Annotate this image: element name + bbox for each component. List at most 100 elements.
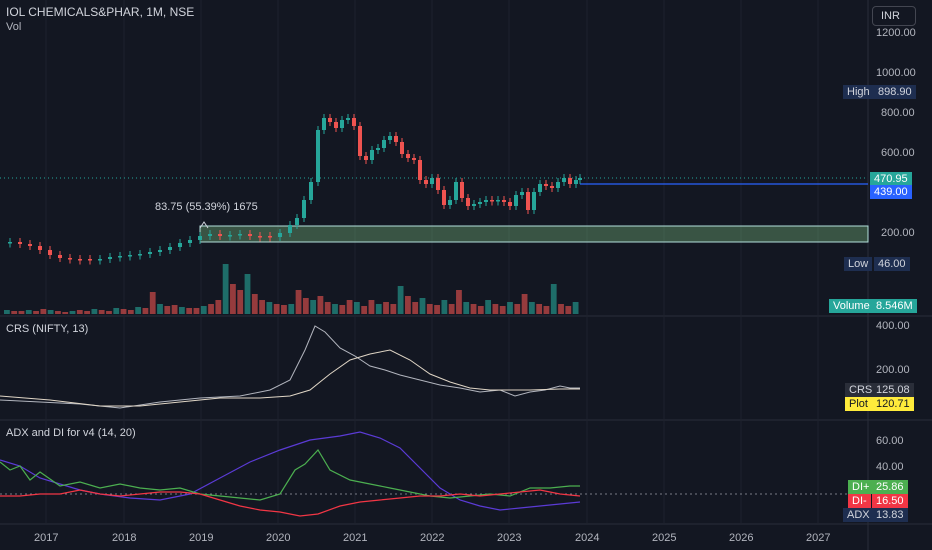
volume-bar (412, 302, 419, 314)
volume-bar (302, 298, 309, 314)
candle-body (334, 122, 338, 128)
crs-tick: 200.00 (876, 364, 910, 376)
line-price-badge: 439.00 (870, 185, 912, 199)
adx-pane-title[interactable]: ADX and DI for v4 (14, 20) (6, 427, 136, 439)
volume-legend[interactable]: Vol (6, 21, 22, 33)
time-tick: 2018 (112, 532, 137, 544)
candle-body (574, 180, 578, 184)
volume-bar (419, 298, 426, 314)
volume-bar (208, 304, 214, 314)
volume-bar (572, 302, 579, 314)
volume-bar (164, 306, 171, 314)
candle-body (496, 200, 500, 202)
plot-value: 120.71 (872, 397, 914, 411)
volume-bar (40, 309, 47, 314)
low-value: 46.00 (874, 257, 910, 271)
volume-bar (456, 290, 462, 314)
volume-bar (492, 304, 499, 314)
candle-body (562, 178, 566, 182)
volume-bar (383, 302, 389, 314)
annotation-arrow (199, 221, 209, 229)
volume-bar (33, 311, 39, 314)
time-tick: 2021 (343, 532, 368, 544)
volume-bar (463, 302, 470, 314)
crs-pane-title[interactable]: CRS (NIFTY, 13) (6, 323, 89, 335)
volume-bar (558, 304, 564, 314)
candle-body (295, 218, 299, 225)
current-price-badge: 470.95 (870, 172, 912, 186)
volume-bar (186, 308, 193, 314)
time-tick: 2024 (575, 532, 600, 544)
candle-body (358, 126, 362, 156)
candle-body (394, 136, 398, 142)
di-plus-value: 25.86 (872, 480, 908, 494)
candle-body (460, 182, 464, 198)
symbol-title[interactable]: IOL CHEMICALS&PHAR, 1M, NSE (6, 5, 195, 19)
volume-bar (346, 300, 353, 314)
candle-body (538, 184, 542, 192)
volume-bar (288, 304, 295, 314)
candle-body (352, 118, 356, 126)
volume-bar (390, 304, 397, 314)
candle-body (442, 190, 446, 205)
volume-bar (142, 308, 149, 314)
time-tick: 2027 (806, 532, 831, 544)
candle-body (98, 259, 102, 261)
high-label: High (843, 85, 874, 99)
volume-bar (434, 305, 440, 314)
candle-body (228, 235, 232, 237)
candle-body (188, 240, 192, 243)
candle-body (138, 254, 142, 256)
currency-selector[interactable]: INR (872, 6, 916, 26)
candle-body (424, 180, 428, 184)
volume-bar (543, 306, 550, 314)
price-tick: 1000.00 (876, 67, 916, 79)
volume-bar (259, 300, 265, 314)
candle-body (78, 259, 82, 261)
volume-bar (106, 311, 112, 314)
volume-bar (353, 302, 360, 314)
volume-bar (281, 305, 287, 314)
volume-bar (514, 304, 521, 314)
candle-body (484, 200, 488, 202)
support-zone (199, 225, 869, 243)
plot-line (0, 349, 580, 407)
candle-body (568, 178, 572, 184)
candle-body (288, 225, 292, 233)
volume-bar (448, 304, 455, 314)
di-minus-label: DI- (848, 494, 871, 508)
candle-body (340, 120, 344, 128)
candle-body (118, 256, 122, 258)
candle-body (526, 192, 530, 210)
volume-bar (536, 304, 543, 314)
volume-bar (405, 296, 411, 314)
volume-bar (11, 311, 18, 314)
candle-body (520, 192, 524, 195)
candle-body (68, 258, 72, 260)
measure-annotation[interactable]: 83.75 (55.39%) 1675 (155, 201, 258, 213)
volume-bar (91, 309, 98, 314)
candle-body (406, 154, 410, 158)
candle-body (364, 156, 368, 160)
candle-body (502, 200, 506, 202)
volume-bar (237, 290, 244, 314)
candle-body (514, 195, 518, 206)
volume-bar (477, 306, 484, 314)
candle-body (544, 184, 548, 186)
candle-body (208, 234, 212, 236)
candle-body (532, 192, 536, 210)
volume-bar (200, 306, 207, 314)
volume-bar (310, 300, 317, 314)
candle-body (309, 182, 313, 200)
volume-bar (470, 304, 477, 314)
volume-bar (69, 311, 76, 314)
volume-bar (565, 306, 572, 314)
volume-value: 8.546M (872, 299, 917, 313)
volume-bar (441, 300, 448, 314)
adx-tick: 40.00 (876, 461, 904, 473)
candle-body (128, 255, 132, 257)
volume-bar (266, 302, 273, 314)
candle-body (238, 234, 242, 236)
candle-body (258, 236, 262, 238)
